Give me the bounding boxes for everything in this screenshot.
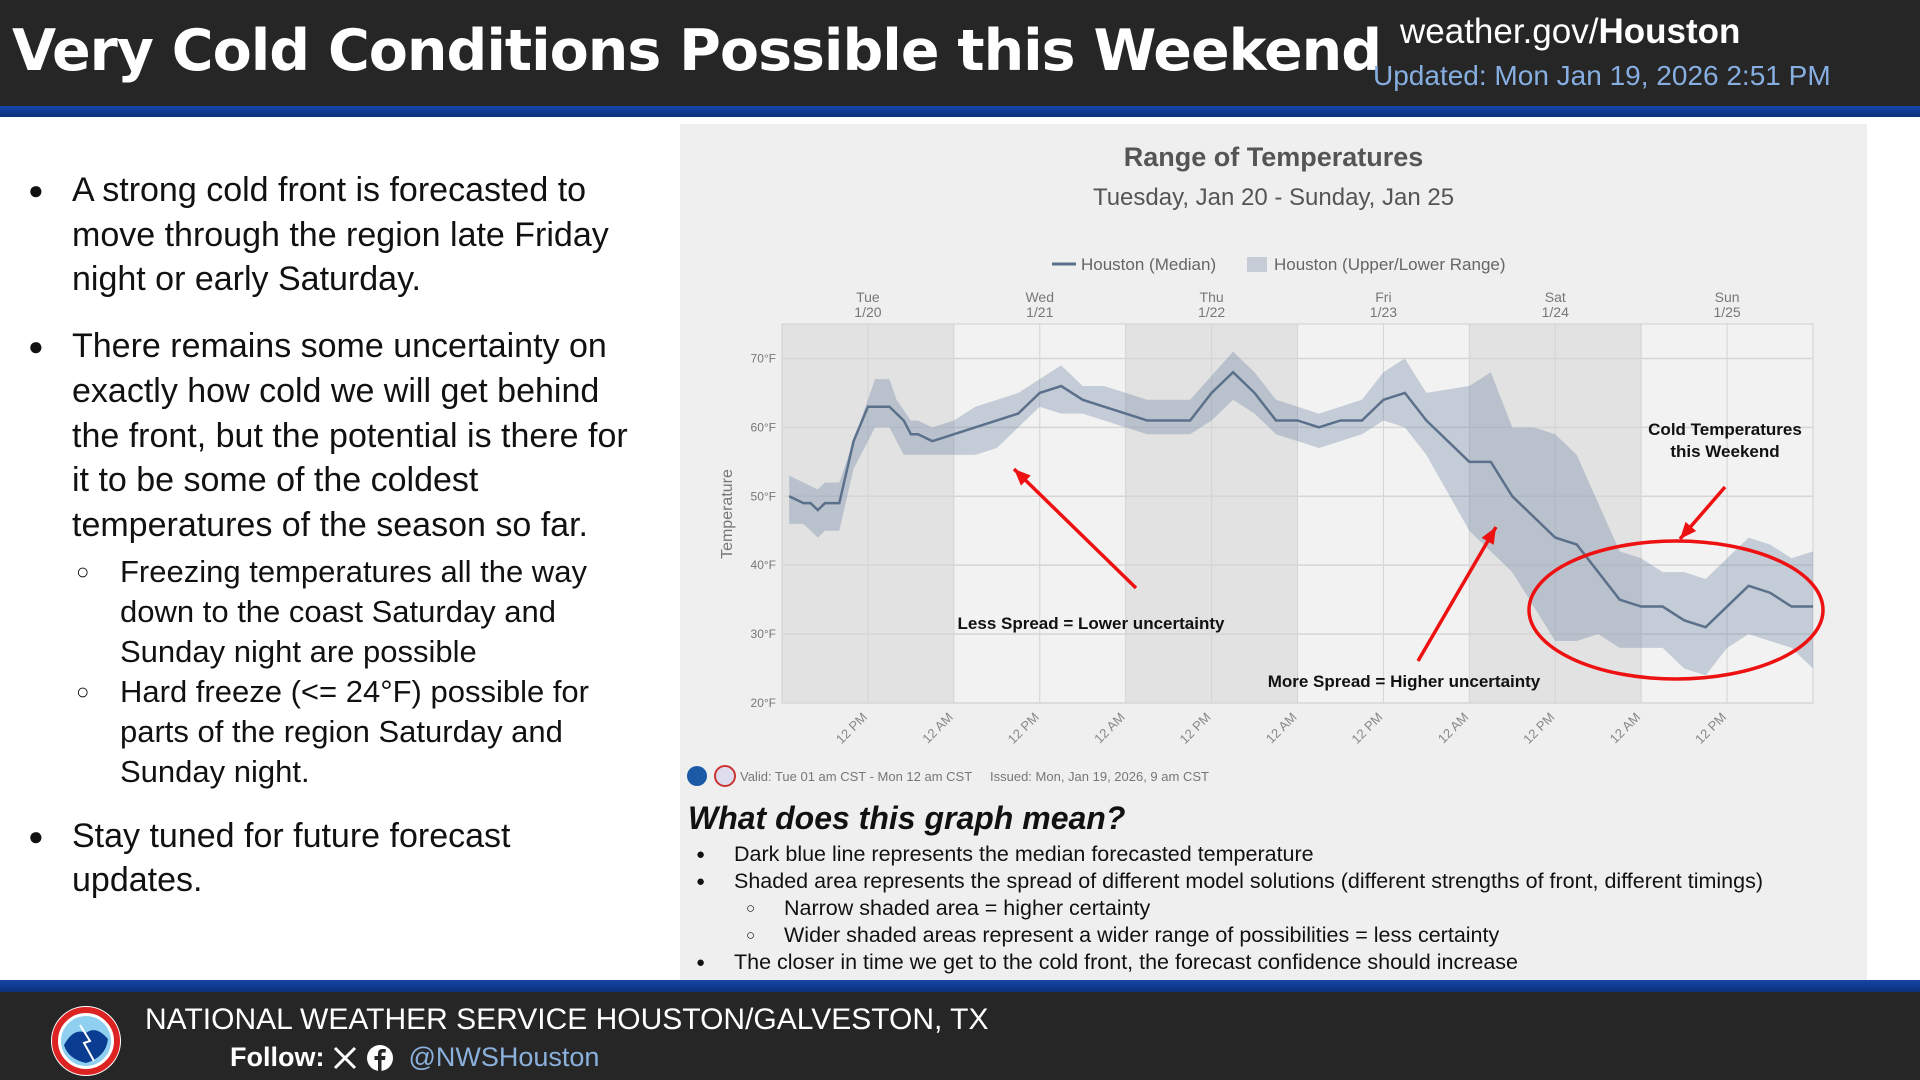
explanation-subitem: Narrow shaded area = higher certainty (688, 895, 1858, 922)
explanation-item: The closer in time we get to the cold fr… (688, 949, 1858, 976)
arrow-cold-head (1680, 521, 1697, 539)
y-tick-label: 40°F (751, 558, 776, 572)
explanation-subitem: Wider shaded areas represent a wider ran… (688, 922, 1858, 949)
arrow-more-spread-head (1481, 527, 1496, 545)
footer (0, 992, 1920, 1080)
y-axis-label: Temperature (719, 469, 736, 559)
day-label: Thu (1200, 289, 1224, 305)
annotation-less-spread: Less Spread = Lower uncertainty (958, 614, 1225, 633)
date-label: 1/21 (1026, 304, 1053, 320)
y-tick-label: 50°F (751, 489, 776, 503)
arrow-less-spread (1012, 467, 1138, 590)
x-tick-label: 12 PM (833, 710, 870, 747)
x-tick-label: 12 AM (919, 710, 956, 747)
x-tick-label: 12 PM (1177, 710, 1214, 747)
date-label: 1/20 (854, 304, 881, 320)
annotation-more-spread: More Spread = Higher uncertainty (1268, 672, 1541, 691)
day-label: Wed (1025, 289, 1054, 305)
issued-time: Issued: Mon, Jan 19, 2026, 9 am CST (990, 769, 1209, 784)
x-tick-label: 12 AM (1435, 710, 1472, 747)
x-tick-label: 12 AM (1263, 710, 1300, 747)
legend-range-label: Houston (Upper/Lower Range) (1274, 255, 1506, 274)
bullet-item: There remains some uncertainty on exactl… (26, 324, 646, 792)
chart-title: Range of Temperatures (1123, 142, 1424, 172)
y-tick-label: 30°F (751, 627, 776, 641)
annotation-cold-line2: this Weekend (1670, 442, 1779, 461)
sub-bullet-item: Hard freeze (<= 24°F) possible for parts… (26, 672, 646, 792)
range-band (789, 351, 1813, 676)
site-prefix: weather.gov/ (1400, 12, 1599, 51)
header-divider (0, 106, 1920, 117)
facebook-icon[interactable] (366, 1044, 394, 1072)
day-label: Tue (856, 289, 880, 305)
annotation-cold-line1: Cold Temperatures (1648, 420, 1802, 439)
x-tick-label: 12 PM (1692, 710, 1729, 747)
x-tick-label: 12 PM (1348, 710, 1385, 747)
nws-logo (51, 1006, 121, 1076)
legend-median-label: Houston (Median) (1081, 255, 1216, 274)
day-label: Sat (1545, 289, 1566, 305)
follow-row: Follow: @NWSHouston (230, 1042, 599, 1073)
date-label: 1/23 (1370, 304, 1397, 320)
nws-small-logo (714, 765, 736, 787)
updated-timestamp: Updated: Mon Jan 19, 2026 2:51 PM (1373, 60, 1831, 91)
site-office: Houston (1598, 12, 1741, 51)
y-tick-label: 70°F (751, 351, 776, 365)
y-tick-label: 20°F (751, 696, 776, 710)
social-handle[interactable]: @NWSHouston (408, 1042, 600, 1072)
header (0, 0, 1920, 108)
legend-range-swatch (1247, 257, 1267, 272)
explanation-item: Shaded area represents the spread of dif… (688, 868, 1858, 895)
x-tick-label: 12 AM (1607, 710, 1644, 747)
arrow-more-spread (1416, 526, 1498, 662)
bullet-text: There remains some uncertainty on exactl… (72, 327, 628, 544)
x-tick-label: 12 AM (1091, 710, 1128, 747)
explanation: What does this graph mean? Dark blue lin… (688, 800, 1858, 976)
date-label: 1/24 (1542, 304, 1569, 320)
explanation-item: Dark blue line represents the median for… (688, 841, 1858, 868)
footer-divider (0, 980, 1920, 992)
follow-label: Follow: (230, 1042, 325, 1072)
page-title: Very Cold Conditions Possible this Weeke… (12, 18, 1382, 84)
x-tick-label: 12 PM (1005, 710, 1042, 747)
explanation-title: What does this graph mean? (688, 800, 1126, 836)
arrow-less-spread-head (1014, 469, 1031, 486)
day-label: Sun (1715, 289, 1740, 305)
day-label: Fri (1375, 289, 1391, 305)
median-line (788, 370, 1813, 629)
cold-weekend-circle (1527, 539, 1825, 681)
valid-range: Valid: Tue 01 am CST - Mon 12 am CST (740, 769, 972, 784)
bullet-list: A strong cold front is forecasted to mov… (26, 168, 646, 925)
noaa-logo (687, 766, 707, 786)
date-label: 1/22 (1198, 304, 1225, 320)
x-icon[interactable] (332, 1045, 358, 1071)
x-tick-label: 12 PM (1520, 710, 1557, 747)
chart-subtitle: Tuesday, Jan 20 - Sunday, Jan 25 (1092, 184, 1455, 211)
y-tick-label: 60°F (751, 420, 776, 434)
office-name: NATIONAL WEATHER SERVICE HOUSTON/GALVEST… (145, 1003, 989, 1036)
bullet-item: A strong cold front is forecasted to mov… (26, 168, 646, 302)
site-link[interactable]: weather.gov/Houston (1400, 12, 1740, 52)
bullet-item: Stay tuned for future forecast updates. (26, 814, 646, 903)
date-label: 1/25 (1713, 304, 1740, 320)
sub-bullet-item: Freezing temperatures all the way down t… (26, 552, 646, 672)
